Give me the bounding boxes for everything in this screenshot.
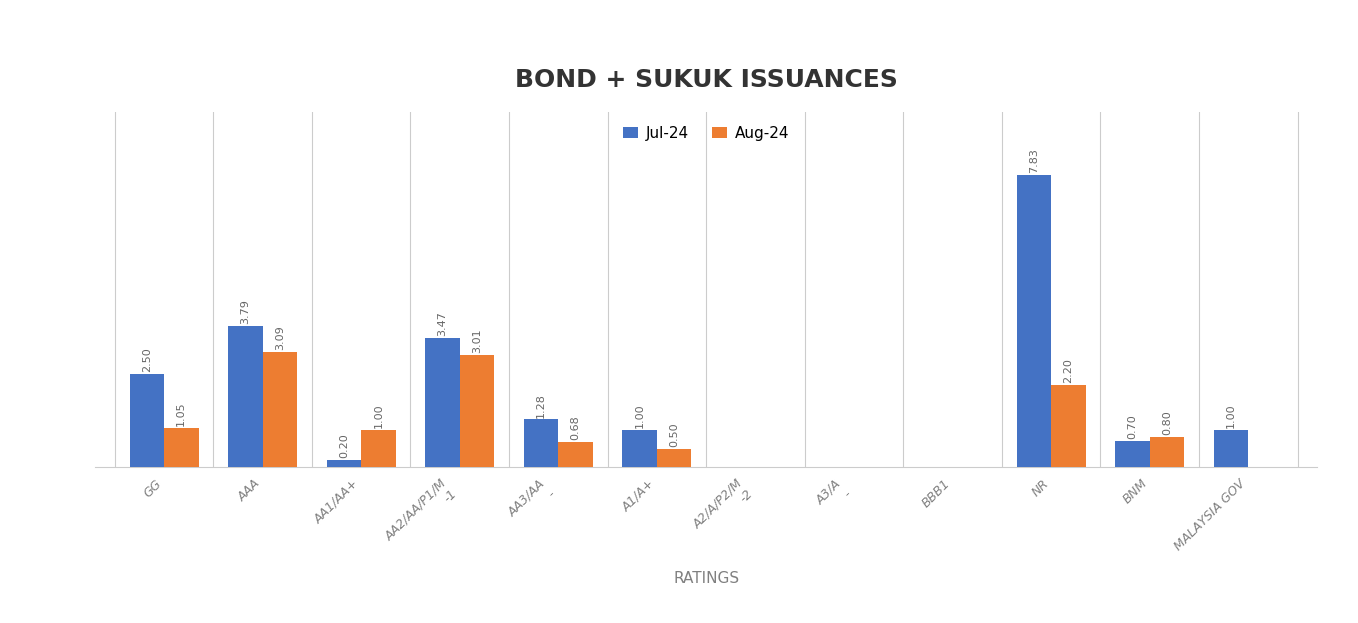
Text: 2.20: 2.20 (1063, 358, 1073, 383)
Bar (622, 430, 657, 467)
Text: 2.50: 2.50 (141, 347, 152, 372)
Bar (524, 419, 558, 467)
Text: 0.80: 0.80 (1162, 411, 1172, 435)
Text: 1.00: 1.00 (373, 403, 383, 428)
Bar (1214, 430, 1248, 467)
Text: 1.28: 1.28 (536, 392, 546, 417)
Text: 0.68: 0.68 (570, 415, 581, 440)
Bar (361, 430, 395, 467)
Bar (460, 354, 494, 467)
Bar (164, 428, 198, 467)
Text: 0.50: 0.50 (669, 422, 679, 447)
Text: 1.05: 1.05 (177, 401, 186, 426)
Text: 0.70: 0.70 (1127, 414, 1138, 439)
Bar (1017, 174, 1051, 467)
Text: 3.09: 3.09 (274, 325, 285, 350)
Bar (262, 352, 297, 467)
Text: 7.83: 7.83 (1029, 148, 1039, 173)
Bar (327, 460, 361, 467)
Title: BOND + SUKUK ISSUANCES: BOND + SUKUK ISSUANCES (515, 68, 898, 92)
Bar (1150, 437, 1184, 467)
Text: 1.00: 1.00 (1226, 403, 1236, 428)
X-axis label: RATINGS: RATINGS (674, 571, 739, 586)
Bar (657, 449, 691, 467)
Bar (425, 338, 460, 467)
Text: 3.01: 3.01 (473, 328, 482, 353)
Text: 3.79: 3.79 (240, 299, 250, 324)
Bar (228, 326, 262, 467)
Bar (129, 374, 164, 467)
Legend: Jul-24, Aug-24: Jul-24, Aug-24 (617, 120, 796, 147)
Bar (1051, 385, 1085, 467)
Text: 1.00: 1.00 (634, 403, 645, 428)
Bar (558, 442, 593, 467)
Text: 0.20: 0.20 (340, 433, 349, 458)
Bar (1115, 441, 1150, 467)
Text: 3.47: 3.47 (437, 311, 448, 336)
